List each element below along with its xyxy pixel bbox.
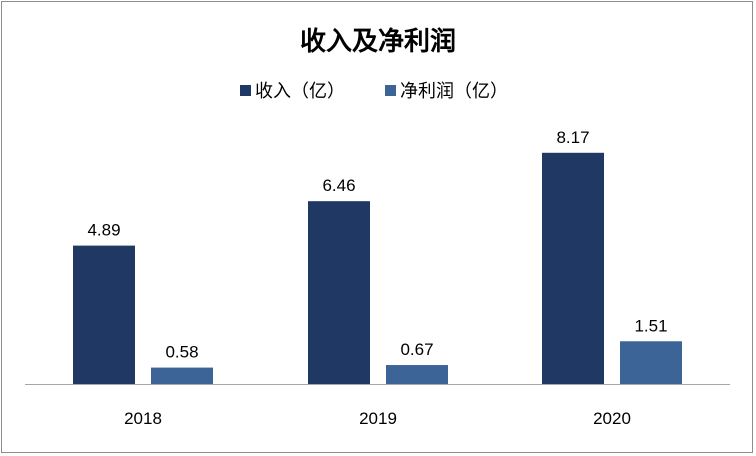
x-axis-ticks: 2018 2019 2020 — [124, 409, 631, 428]
data-label-net-profit-2019: 0.67 — [400, 340, 433, 359]
x-tick-label-2019: 2019 — [359, 409, 397, 428]
legend: 收入（亿） 净利润（亿） — [240, 81, 508, 102]
x-tick-label-2020: 2020 — [593, 409, 631, 428]
data-label-net-profit-2020: 1.51 — [634, 316, 667, 335]
chart-title: 收入及净利润 — [300, 26, 456, 57]
bar-net-profit-2020 — [620, 341, 682, 384]
data-label-revenue-2019: 6.46 — [322, 176, 355, 195]
data-label-net-profit-2018: 0.58 — [165, 343, 198, 362]
bars-group — [73, 152, 682, 384]
legend-swatch-revenue — [240, 85, 251, 96]
bar-net-profit-2018 — [151, 367, 213, 384]
data-label-revenue-2020: 8.17 — [556, 128, 589, 147]
x-tick-label-2018: 2018 — [124, 409, 162, 428]
data-label-revenue-2018: 4.89 — [87, 221, 120, 240]
bar-revenue-2020 — [542, 152, 604, 384]
bar-revenue-2019 — [308, 201, 370, 384]
legend-label-revenue: 收入（亿） — [255, 81, 345, 102]
legend-swatch-net-profit — [385, 85, 396, 96]
bar-net-profit-2019 — [386, 365, 448, 384]
legend-label-net-profit: 净利润（亿） — [400, 81, 508, 102]
bar-revenue-2018 — [73, 245, 135, 384]
data-labels-group: 4.89 0.58 6.46 0.67 8.17 1.51 — [87, 128, 667, 362]
